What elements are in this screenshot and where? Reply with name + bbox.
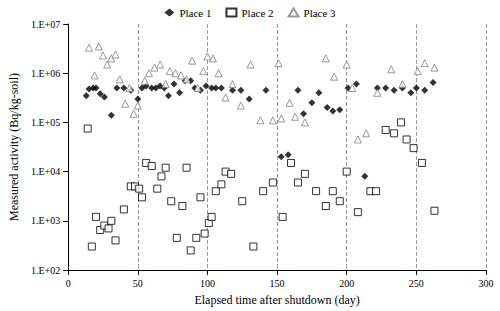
svg-text:1.E+02: 1.E+02 <box>31 265 60 276</box>
svg-text:100: 100 <box>200 278 215 289</box>
svg-text:250: 250 <box>409 278 424 289</box>
svg-text:Measured activity (Bq/kg-soil): Measured activity (Bq/kg-soil) <box>7 73 21 221</box>
svg-text:Place 2: Place 2 <box>241 7 273 19</box>
svg-text:1.E+07: 1.E+07 <box>31 19 60 30</box>
svg-text:1.E+06: 1.E+06 <box>31 68 60 79</box>
svg-text:Place 1: Place 1 <box>179 7 211 19</box>
svg-text:1.E+04: 1.E+04 <box>31 166 60 177</box>
svg-text:50: 50 <box>133 278 143 289</box>
svg-text:Elapsed time after shutdown (d: Elapsed time after shutdown (day) <box>194 293 359 307</box>
svg-text:1.E+03: 1.E+03 <box>31 215 60 226</box>
svg-text:1.E+05: 1.E+05 <box>31 117 60 128</box>
svg-text:Place 3: Place 3 <box>304 7 337 19</box>
svg-text:300: 300 <box>479 278 494 289</box>
svg-text:200: 200 <box>339 278 354 289</box>
svg-text:150: 150 <box>270 278 285 289</box>
svg-text:0: 0 <box>66 278 71 289</box>
